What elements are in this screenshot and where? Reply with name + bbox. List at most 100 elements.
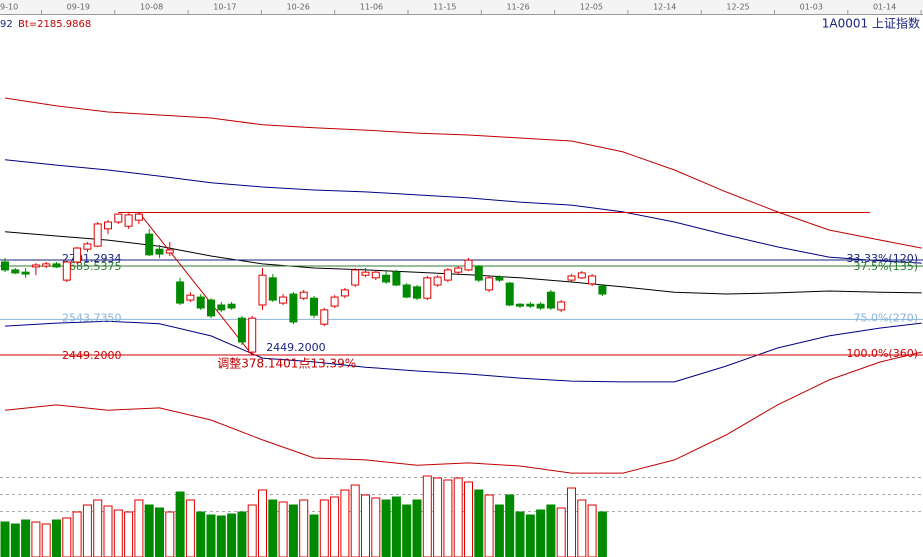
- candle-body: [382, 274, 391, 283]
- candle-body: [464, 259, 473, 271]
- candle-body: [124, 214, 133, 227]
- candle-body: [258, 274, 267, 306]
- candle-body: [83, 243, 92, 250]
- candle-body: [21, 271, 30, 275]
- candle-body: [93, 223, 102, 247]
- band-line: [4, 320, 922, 383]
- volume-bar: [124, 511, 134, 557]
- volume-bar: [175, 491, 185, 557]
- level-pct: 37.5%(135): [853, 260, 918, 273]
- volume-bar: [196, 511, 206, 557]
- volume-bar: [567, 487, 576, 557]
- volume-bar: [103, 505, 113, 557]
- candle-body: [474, 265, 483, 281]
- candle-body: [289, 293, 298, 323]
- candle-body: [155, 248, 164, 255]
- band-line: [4, 159, 922, 264]
- volume-bar: [134, 499, 144, 557]
- date-label: 01-14: [873, 3, 896, 12]
- volume-bar: [10, 523, 20, 557]
- candle-body: [443, 269, 452, 281]
- candle-body: [145, 233, 154, 256]
- volume-bar: [288, 504, 298, 557]
- candle-body: [340, 289, 349, 297]
- date-label: 12-25: [726, 3, 749, 12]
- candle-body: [279, 296, 288, 304]
- volume-bar: [21, 519, 31, 557]
- code-label: 92: [0, 19, 13, 30]
- level-pct: 100.0%(360): [846, 347, 918, 360]
- volume-bar: [319, 499, 329, 557]
- candle-body: [423, 277, 432, 299]
- candle-body: [176, 281, 185, 304]
- candle-body: [546, 291, 555, 309]
- band-line: [4, 351, 922, 474]
- volume-bar: [464, 481, 473, 557]
- volume-bar: [52, 519, 61, 557]
- volume-bar: [515, 511, 525, 557]
- volume-bar: [371, 497, 381, 557]
- candle-body: [62, 261, 71, 281]
- candle-body: [31, 264, 40, 268]
- candle-body: [299, 291, 308, 299]
- candle-body: [104, 221, 112, 230]
- date-label: 9-10: [0, 3, 18, 12]
- volume-bar: [484, 494, 494, 557]
- volume-bar: [62, 517, 72, 557]
- adjust-line: [138, 212, 253, 356]
- date-label: 10-26: [287, 3, 310, 12]
- symbol-label: 1A0001 上证指数: [822, 16, 920, 31]
- volume-bar: [525, 514, 535, 557]
- date-label: 10-17: [213, 3, 236, 12]
- bt-label: Bt=2185.9868: [18, 19, 91, 30]
- candle-body: [495, 276, 504, 281]
- volume-bar: [93, 499, 103, 557]
- date-label: 09-19: [67, 3, 90, 12]
- volume-bar: [237, 511, 247, 557]
- volume-bar: [391, 496, 401, 557]
- candle-body: [42, 263, 51, 267]
- candle-body: [516, 303, 524, 307]
- candle-body: [248, 317, 257, 353]
- candle-body: [433, 276, 442, 286]
- volume-bar: [381, 499, 391, 557]
- level-label: 2685.5375: [62, 260, 122, 273]
- candle-body: [557, 301, 566, 311]
- volume-bar: [299, 499, 309, 557]
- volume-bar: [41, 523, 51, 557]
- volume-bar: [185, 499, 195, 557]
- volume-grid: [0, 477, 923, 512]
- candle-body: [1, 261, 9, 271]
- candle-body: [454, 267, 463, 273]
- candle-body: [268, 277, 277, 301]
- volume-bar: [206, 514, 216, 557]
- volume-bar: [247, 504, 257, 557]
- volume-bar: [31, 521, 41, 557]
- volume-bar: [433, 477, 443, 557]
- candle-body: [165, 249, 174, 254]
- candle-body: [52, 263, 61, 268]
- candle-body: [320, 309, 329, 325]
- candle-body: [186, 294, 195, 301]
- date-label: 12-05: [580, 3, 603, 12]
- volume-bar: [536, 509, 546, 557]
- level-pct: 75.0%(270): [853, 311, 918, 324]
- candle-body: [577, 272, 586, 279]
- candle-body: [392, 271, 401, 286]
- band-line: [4, 97, 922, 249]
- volume-bar: [165, 511, 175, 557]
- candle-body: [505, 282, 514, 306]
- candle-body: [227, 303, 236, 309]
- volume-bar: [453, 477, 463, 557]
- candle-body: [588, 275, 597, 285]
- candle-body: [196, 296, 205, 309]
- volume-bar: [361, 494, 370, 557]
- candle-body: [536, 303, 545, 309]
- volume-bar: [340, 489, 350, 557]
- date-label: 11-26: [506, 3, 529, 12]
- candle-body: [413, 286, 421, 299]
- candle-body: [207, 299, 215, 317]
- volume-bar: [422, 475, 432, 557]
